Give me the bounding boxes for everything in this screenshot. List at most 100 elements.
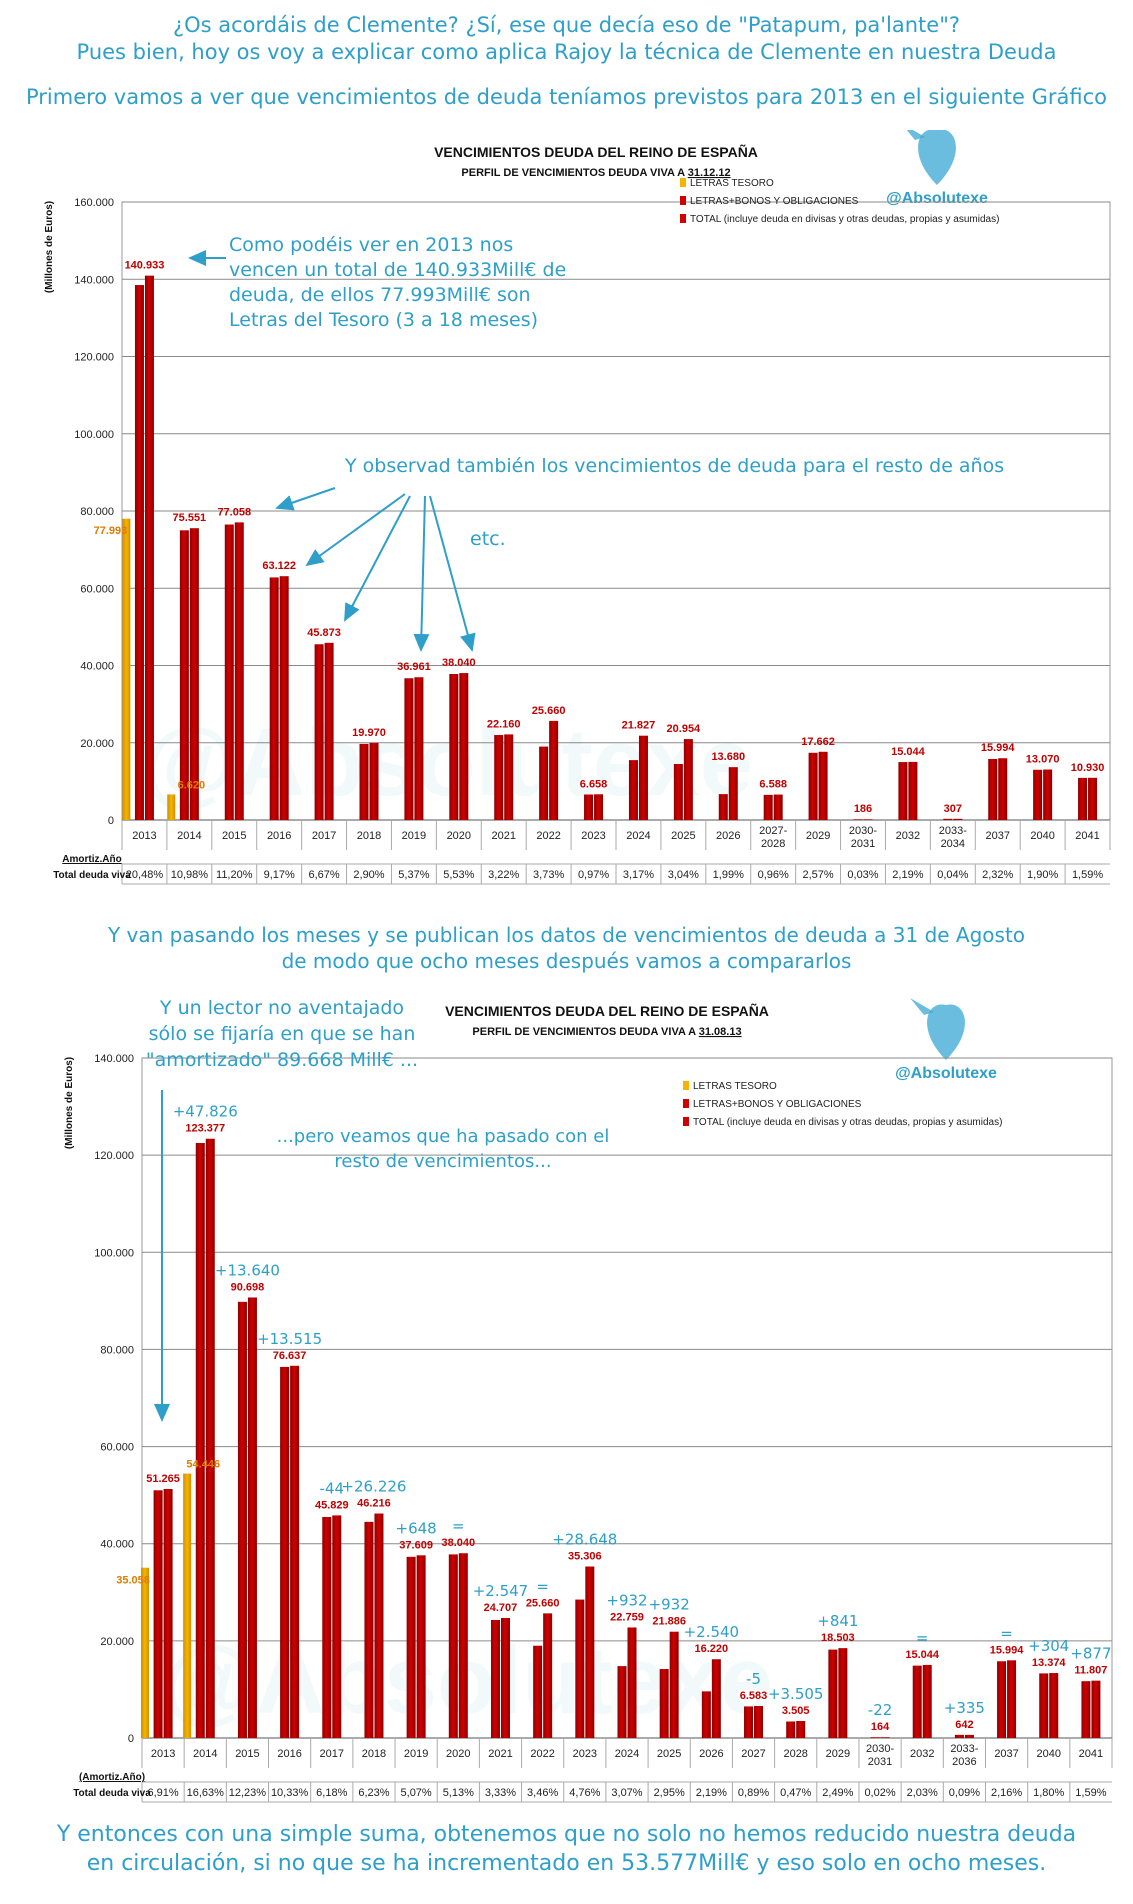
bar-letras-bonos-obligaciones [628, 760, 638, 820]
delta-change-label: +2.540 [684, 1623, 740, 1641]
bar-letras-bonos-obligaciones [1081, 1681, 1091, 1738]
bar-total [144, 275, 154, 820]
griffin-emblem-icon [918, 130, 956, 185]
y-tick-label: 140.000 [94, 1053, 134, 1065]
bar-letras-bonos-obligaciones [494, 735, 504, 820]
bar-total [796, 1720, 806, 1738]
value-label-total: 13.374 [1032, 1657, 1067, 1669]
bar-total [1091, 1680, 1101, 1738]
bar-total [711, 1659, 721, 1738]
annotation-reader-note: "amortizado" 89.668 Mill€ ... [146, 1049, 418, 1071]
x-tick-label: 2026 [716, 830, 740, 842]
bar-total [234, 522, 244, 820]
middle-line-2: de modo que ocho meses después vamos a c… [281, 949, 852, 973]
middle-commentary: Y van pasando los meses y se publican lo… [0, 922, 1133, 974]
legend-swatch [683, 1117, 689, 1126]
percent-total-debt: 3,22% [488, 869, 519, 881]
bar-letras-tesoro [140, 1567, 149, 1738]
percent-total-debt: 0,97% [578, 869, 609, 881]
x-tick-label: 2018 [362, 1748, 386, 1760]
x-tick-label: 2032 [896, 830, 920, 842]
value-label-total: 37.609 [399, 1539, 433, 1551]
value-label-total: 6.588 [759, 779, 787, 791]
value-label-total: 75.551 [173, 512, 207, 524]
percent-total-debt: 2,03% [907, 1787, 938, 1799]
value-label-total: 22.759 [610, 1611, 644, 1623]
delta-change-label: +932 [606, 1591, 647, 1609]
bar-letras-bonos-obligaciones [912, 1665, 922, 1738]
bar-letras-bonos-obligaciones [617, 1666, 627, 1738]
annotation-2013-explainer: vencen un total de 140.933Mill€ de [229, 259, 566, 281]
intro-line-1: ¿Os acordáis de Clemente? ¿Sí, ese que d… [172, 13, 961, 37]
subtitle-prefix: PERFIL DE VENCIMIENTOS DEUDA VIVA A [472, 1026, 698, 1038]
bar-total [414, 677, 424, 820]
maturity-chart-2013: @Absolutexe VENCIMIENTOS DEUDA DEL REINO … [64, 997, 1113, 1803]
x-tick-label: 2024 [615, 1748, 639, 1760]
value-label-total: 13.070 [1026, 754, 1060, 766]
x-tick-label: 2019 [402, 830, 426, 842]
bar-letras-bonos-obligaciones [364, 1521, 374, 1738]
percent-total-debt: 2,19% [892, 869, 923, 881]
bar-total [922, 1664, 932, 1738]
annotation-etc: etc. [470, 528, 506, 550]
value-label-total: 140.933 [125, 260, 165, 272]
y-tick-label: 120.000 [74, 352, 114, 364]
value-label-letras: 77.993 [94, 525, 128, 537]
y-tick-label: 140.000 [74, 274, 114, 286]
value-label-total: 90.698 [231, 1281, 265, 1293]
bar-total [549, 720, 559, 820]
chart-title: VENCIMIENTOS DEUDA DEL REINO DE ESPAÑA [445, 1002, 769, 1019]
value-label-total: 77.058 [217, 506, 251, 518]
y-tick-label: 20.000 [100, 1636, 134, 1648]
bar-letras-bonos-obligaciones [224, 524, 234, 820]
x-tick-label: 2023 [573, 1748, 597, 1760]
x-tick-label: 2019 [404, 1748, 428, 1760]
bar-letras-bonos-obligaciones [533, 1645, 543, 1738]
x-tick-label: 2022 [530, 1748, 554, 1760]
chart-title: VENCIMIENTOS DEUDA DEL REINO DE ESPAÑA [434, 143, 758, 160]
x-tick-label: 2033- [939, 825, 967, 837]
x-tick-label: 2030- [849, 825, 877, 837]
legend-swatch [680, 178, 686, 187]
annotation-reader-note: Y un lector no aventajado [159, 997, 404, 1019]
delta-change-label: +13.640 [215, 1261, 280, 1279]
bar-total [279, 576, 289, 820]
delta-change-label: -44 [320, 1479, 345, 1497]
percent-total-debt: 5,07% [401, 1787, 432, 1799]
delta-change-label: +13.515 [257, 1330, 322, 1348]
x-tick-label: 2014 [177, 830, 201, 842]
y-tick-label: 20.000 [80, 738, 114, 750]
delta-change-label: = [536, 1577, 549, 1595]
x-tick-label: 2016 [267, 830, 291, 842]
delta-change-label: +932 [649, 1596, 690, 1614]
percent-total-debt: 0,09% [949, 1787, 980, 1799]
value-label-total: 16.220 [695, 1643, 729, 1655]
bar-total [1049, 1673, 1059, 1738]
y-tick-label: 100.000 [74, 429, 114, 441]
delta-change-label: +2.547 [473, 1582, 529, 1600]
bar-letras-bonos-obligaciones [314, 644, 324, 820]
x-tick-label: 2041 [1075, 830, 1099, 842]
annotation-arrow [344, 495, 411, 622]
subtitle-prefix: PERFIL DE VENCIMIENTOS DEUDA VIVA A [461, 167, 687, 179]
x-tick-label: 2037 [985, 830, 1009, 842]
x-tick-label: 2034 [941, 838, 965, 850]
value-label-total: 164 [871, 1721, 890, 1733]
annotation-arrow [413, 495, 430, 652]
y-tick-label: 0 [108, 815, 114, 827]
x-tick-label: 2036 [952, 1756, 976, 1768]
delta-change-label: +47.826 [173, 1103, 238, 1121]
delta-change-label: +3.505 [768, 1685, 824, 1703]
chart-subtitle: PERFIL DE VENCIMIENTOS DEUDA VIVA A 31.0… [472, 1026, 741, 1038]
percent-total-debt: 2,90% [353, 869, 384, 881]
x-tick-label: 2032 [910, 1748, 934, 1760]
y-tick-label: 0 [128, 1733, 134, 1745]
bar-letras-bonos-obligaciones [744, 1706, 754, 1738]
x-tick-label: 2031 [868, 1756, 892, 1768]
x-tick-label: 2029 [826, 1748, 850, 1760]
bar-letras-bonos-obligaciones [153, 1490, 163, 1738]
bar-letras-bonos-obligaciones [943, 818, 953, 820]
x-tick-label: 2026 [699, 1748, 723, 1760]
value-label-total: 11.807 [1074, 1665, 1107, 1677]
value-label-total: 15.044 [905, 1649, 940, 1661]
